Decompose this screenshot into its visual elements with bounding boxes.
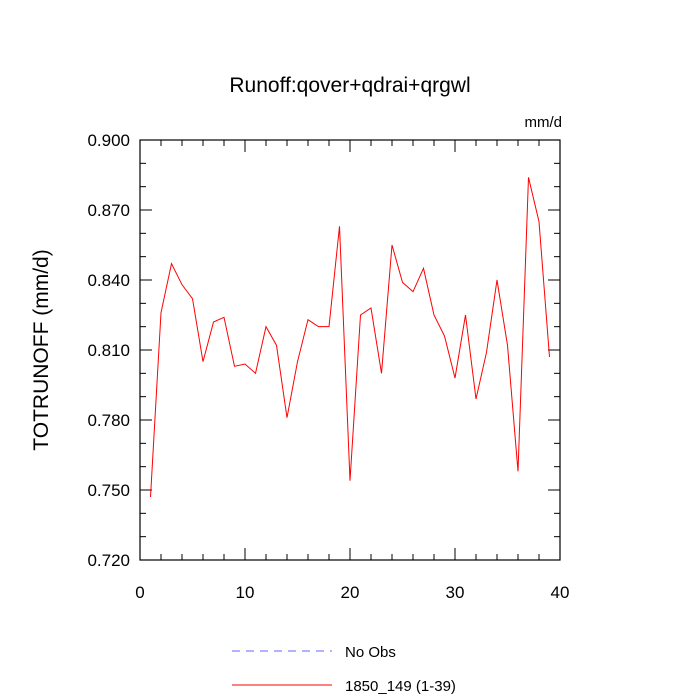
y-tick-label: 0.720	[87, 551, 130, 570]
x-tick-label: 40	[551, 583, 570, 602]
y-tick-label: 0.840	[87, 271, 130, 290]
chart-title: Runoff:qover+qdrai+qrgwl	[229, 74, 470, 97]
x-tick-label: 20	[341, 583, 360, 602]
y-axis-label: TOTRUNOFF (mm/d)	[30, 249, 53, 450]
legend-label: No Obs	[345, 644, 396, 661]
x-tick-label: 30	[446, 583, 465, 602]
axis-ticks	[139, 139, 561, 561]
legend-label: 1850_149 (1-39)	[345, 678, 456, 695]
y-tick-label: 0.750	[87, 481, 130, 500]
plot-frame	[139, 139, 561, 561]
y-tick-label: 0.780	[87, 411, 130, 430]
y-tick-labels: 0.720 0.750 0.780 0.810 0.840 0.870 0.900	[87, 131, 130, 570]
y-tick-label: 0.810	[87, 341, 130, 360]
x-tick-label: 10	[236, 583, 255, 602]
y-tick-label: 0.900	[87, 131, 130, 150]
units-label: mm/d	[525, 114, 563, 131]
series-lines	[150, 177, 550, 498]
y-tick-label: 0.870	[87, 201, 130, 220]
series-line-1	[150, 177, 550, 498]
legend: No Obs 1850_149 (1-39)	[232, 644, 456, 695]
x-tick-label: 0	[135, 583, 144, 602]
x-tick-labels: 0 10 20 30 40	[135, 583, 569, 602]
